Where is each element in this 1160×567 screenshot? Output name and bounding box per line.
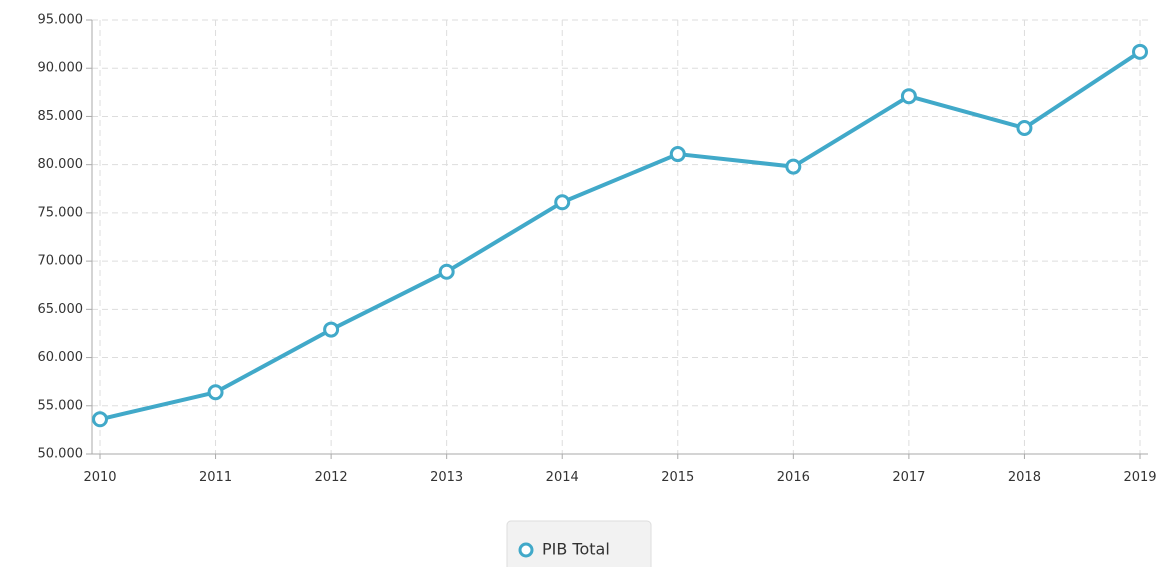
y-tick-label: 65.000 (38, 302, 84, 317)
y-tick-label: 55.000 (38, 398, 84, 413)
y-tick-label: 80.000 (38, 157, 84, 172)
data-point (669, 146, 686, 163)
y-tick-label: 90.000 (38, 61, 84, 76)
legend-label: PIB Total (542, 540, 610, 559)
x-tick-label: 2015 (661, 470, 694, 485)
x-tick-label: 2017 (892, 470, 925, 485)
series-line (99, 50, 1142, 422)
y-tick-label: 50.000 (38, 447, 84, 462)
y-tick-label: 75.000 (38, 205, 84, 220)
data-point (1016, 120, 1033, 137)
data-point (323, 321, 340, 338)
data-point (1132, 43, 1148, 60)
x-tick-label: 2013 (430, 470, 463, 485)
y-tick-label: 85.000 (38, 109, 84, 124)
data-point (785, 158, 802, 175)
y-tick-label: 95.000 (38, 13, 84, 28)
y-tick-label: 60.000 (38, 350, 84, 365)
x-tick-label: 2012 (315, 470, 348, 485)
x-tick-label: 2014 (546, 470, 579, 485)
legend-symbol (518, 542, 534, 558)
x-tick-label: 2018 (1008, 470, 1041, 485)
data-point (554, 194, 571, 211)
x-tick-label: 2016 (777, 470, 810, 485)
data-point (438, 263, 455, 280)
data-point (207, 384, 224, 401)
data-point (92, 411, 108, 428)
x-tick-label: 2010 (83, 470, 116, 485)
legend-box (506, 520, 652, 567)
data-point (900, 88, 917, 105)
x-tick-label: 2011 (199, 470, 232, 485)
y-tick-label: 70.000 (38, 254, 84, 269)
x-tick-label: 2019 (1123, 470, 1156, 485)
